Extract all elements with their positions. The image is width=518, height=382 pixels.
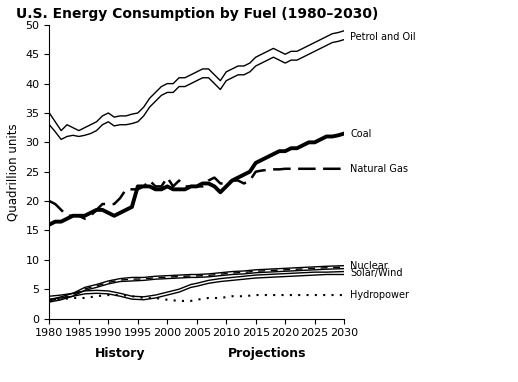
Title: U.S. Energy Consumption by Fuel (1980–2030): U.S. Energy Consumption by Fuel (1980–20… [16,7,378,21]
Text: Petrol and Oil: Petrol and Oil [350,32,415,42]
Text: Natural Gas: Natural Gas [350,164,408,174]
Text: History: History [95,347,146,360]
Y-axis label: Quadrillion units: Quadrillion units [7,123,20,220]
Text: Projections: Projections [228,347,307,360]
Text: Nuclear: Nuclear [350,261,388,271]
Text: Hydropower: Hydropower [350,290,409,300]
Text: Coal: Coal [350,128,371,139]
Text: Solar/Wind: Solar/Wind [350,268,402,278]
